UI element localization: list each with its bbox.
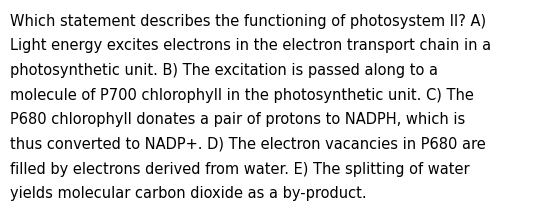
Text: photosynthetic unit. B) The excitation is passed along to a: photosynthetic unit. B) The excitation i… [10,63,438,78]
Text: filled by electrons derived from water. E) The splitting of water: filled by electrons derived from water. … [10,162,470,177]
Text: Light energy excites electrons in the electron transport chain in a: Light energy excites electrons in the el… [10,38,491,53]
Text: thus converted to NADP+. D) The electron vacancies in P680 are: thus converted to NADP+. D) The electron… [10,137,486,152]
Text: Which statement describes the functioning of photosystem II? A): Which statement describes the functionin… [10,14,486,29]
Text: yields molecular carbon dioxide as a by-product.: yields molecular carbon dioxide as a by-… [10,186,367,201]
Text: molecule of P700 chlorophyll in the photosynthetic unit. C) The: molecule of P700 chlorophyll in the phot… [10,88,474,103]
Text: P680 chlorophyll donates a pair of protons to NADPH, which is: P680 chlorophyll donates a pair of proto… [10,112,465,127]
